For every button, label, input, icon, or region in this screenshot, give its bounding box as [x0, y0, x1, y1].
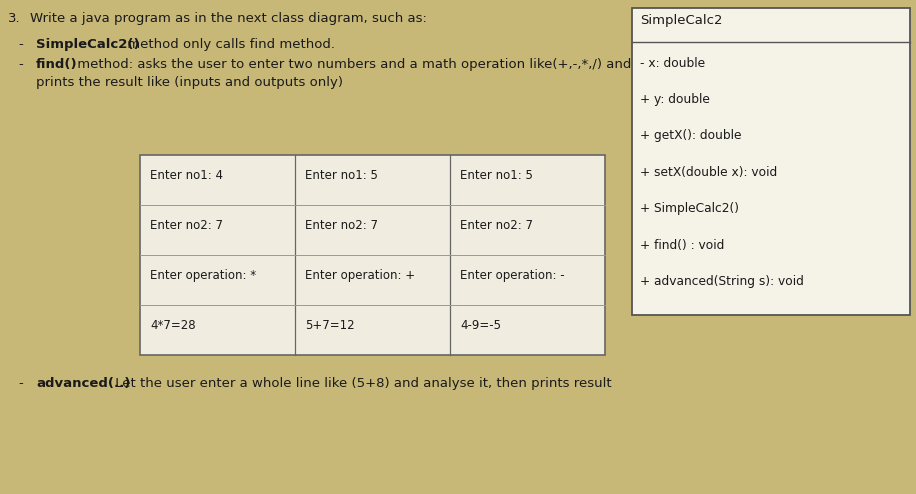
- Text: Enter no1: 5: Enter no1: 5: [305, 169, 378, 182]
- Text: Enter operation: -: Enter operation: -: [460, 269, 564, 282]
- Text: + SimpleCalc2(): + SimpleCalc2(): [640, 202, 739, 215]
- Text: - x: double: - x: double: [640, 56, 705, 70]
- Text: Enter no2: 7: Enter no2: 7: [305, 219, 378, 232]
- Text: + getX(): double: + getX(): double: [640, 129, 741, 142]
- Text: -: -: [18, 58, 23, 71]
- Text: Enter no2: 7: Enter no2: 7: [460, 219, 533, 232]
- Bar: [140, 155, 605, 355]
- Text: method only calls find method.: method only calls find method.: [123, 38, 335, 51]
- Text: Let the user enter a whole line like (5+8) and analyse it, then prints result: Let the user enter a whole line like (5+…: [111, 377, 612, 390]
- Text: + y: double: + y: double: [640, 93, 710, 106]
- Text: 4*7=28: 4*7=28: [150, 319, 196, 332]
- Text: + find() : void: + find() : void: [640, 239, 725, 251]
- Text: Enter operation: *: Enter operation: *: [150, 269, 256, 282]
- Text: 3.: 3.: [8, 12, 21, 25]
- Text: -: -: [18, 377, 23, 390]
- Text: Enter no1: 4: Enter no1: 4: [150, 169, 223, 182]
- Text: 4-9=-5: 4-9=-5: [460, 319, 501, 332]
- Text: advanced(..): advanced(..): [36, 377, 130, 390]
- Text: Enter no2: 7: Enter no2: 7: [150, 219, 223, 232]
- Text: prints the result like (inputs and outputs only): prints the result like (inputs and outpu…: [36, 76, 343, 89]
- Text: + advanced(String s): void: + advanced(String s): void: [640, 275, 804, 288]
- Text: method: asks the user to enter two numbers and a math operation like(+,-,*,/) an: method: asks the user to enter two numbe…: [73, 58, 631, 71]
- Text: Enter no1: 5: Enter no1: 5: [460, 169, 533, 182]
- Text: + setX(double x): void: + setX(double x): void: [640, 166, 778, 179]
- Text: SimpleCalc2(): SimpleCalc2(): [36, 38, 139, 51]
- Text: SimpleCalc2: SimpleCalc2: [640, 14, 723, 27]
- Bar: [632, 8, 910, 315]
- Text: 5+7=12: 5+7=12: [305, 319, 354, 332]
- Text: Enter operation: +: Enter operation: +: [305, 269, 415, 282]
- Text: find(): find(): [36, 58, 78, 71]
- Text: -: -: [18, 38, 23, 51]
- Text: Write a java program as in the next class diagram, such as:: Write a java program as in the next clas…: [30, 12, 427, 25]
